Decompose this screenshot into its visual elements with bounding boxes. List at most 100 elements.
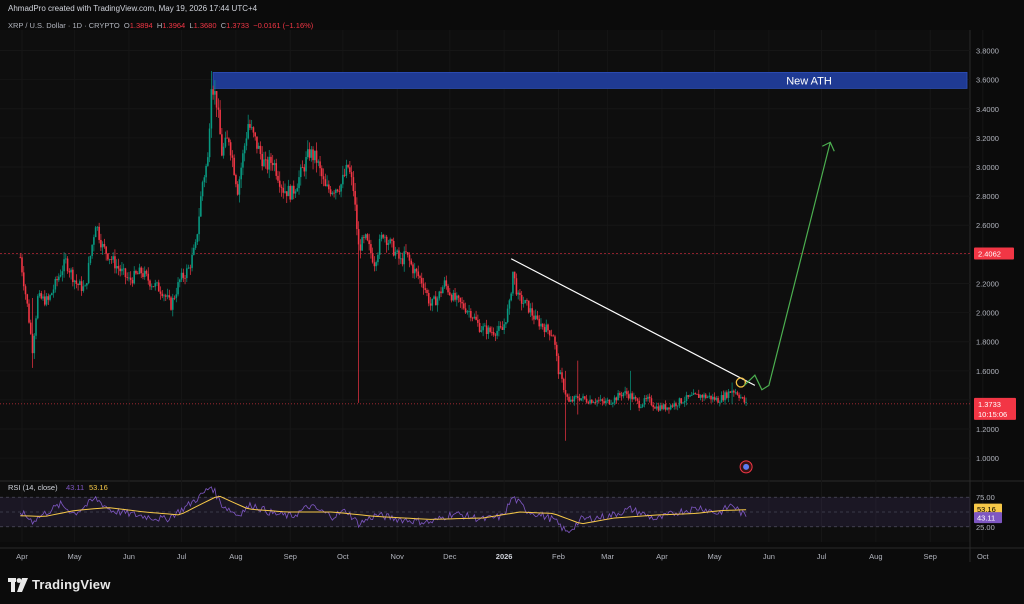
rsi-y-tick-label: 75.00 (976, 493, 995, 502)
candle-body (561, 372, 563, 379)
candle-body (115, 266, 118, 269)
candle-body (543, 327, 546, 333)
candle-body (366, 234, 369, 241)
candle-body (43, 296, 46, 305)
tradingview-logo[interactable]: TradingView (8, 577, 111, 592)
symbol-legend[interactable]: XRP / U.S. Dollar · 1D · CRYPTO O1.3894 … (8, 21, 313, 30)
candle-body (89, 255, 92, 263)
candle-body (612, 402, 614, 404)
candle-body (254, 132, 256, 137)
candle-body (631, 393, 633, 400)
candle-body (210, 89, 213, 129)
candle-body (205, 165, 207, 178)
candle-body (245, 138, 248, 146)
y-tick-label: 3.4000 (976, 105, 999, 114)
candle-body (517, 292, 519, 295)
y-tick-label: 3.6000 (976, 76, 999, 85)
candle-body (740, 397, 742, 399)
candle-body (575, 396, 577, 398)
candle-body (387, 243, 390, 245)
candle-body (275, 163, 278, 176)
candle-body (380, 234, 383, 239)
candle-body (585, 398, 588, 403)
candle-body (443, 280, 446, 288)
open-label: O (123, 21, 130, 30)
candle-body (108, 259, 111, 260)
candle-body (26, 294, 29, 304)
candle-body (285, 191, 288, 197)
candle-body (403, 251, 406, 265)
candle-body (715, 397, 718, 400)
attribution-text: AhmadPro created with TradingView.com, M… (8, 4, 258, 13)
candle-body (350, 172, 353, 178)
candle-body (249, 124, 251, 128)
candle-body (478, 322, 481, 332)
candle-body (638, 400, 640, 408)
candle-body (655, 406, 658, 409)
trendline[interactable] (510, 258, 756, 386)
x-tick-label: May (707, 552, 721, 561)
last-price-label: 1.3733 (978, 400, 1001, 409)
candle-body (228, 138, 230, 143)
candle-body (359, 244, 362, 251)
candle-body (662, 404, 665, 409)
candle-body (159, 291, 162, 294)
candle-body (207, 157, 209, 166)
candle-body (343, 174, 346, 176)
candle-body (652, 405, 654, 408)
projection-path[interactable] (743, 142, 831, 391)
candle-body (352, 177, 355, 192)
candle-body (156, 282, 158, 284)
candle-body (396, 250, 399, 252)
candle-body (550, 335, 553, 337)
candle-body (184, 277, 186, 279)
x-tick-label: Apr (656, 552, 668, 561)
candle-body (301, 167, 304, 169)
candle-body (429, 303, 432, 306)
open-value: 1.3894 (129, 21, 153, 30)
symbol-name[interactable]: XRP / U.S. Dollar · 1D · CRYPTO (8, 21, 120, 30)
candle-body (533, 315, 535, 320)
candle-body (193, 247, 195, 255)
price-pane[interactable] (0, 30, 970, 486)
candle-body (364, 234, 367, 238)
candle-body (682, 402, 684, 404)
candle-body (282, 187, 285, 193)
candle-body (471, 317, 474, 319)
breakout-circle[interactable] (735, 377, 746, 388)
candle-body (198, 216, 200, 235)
ath-zone-rectangle[interactable] (212, 71, 968, 89)
rsi-title: RSI (14, close) (8, 483, 58, 492)
candle-body (242, 153, 244, 168)
candle-body (536, 315, 539, 319)
candle-body (49, 295, 51, 300)
candle-body (384, 236, 386, 238)
candle-body (335, 189, 337, 194)
candle-body (98, 226, 100, 240)
candle-body (605, 400, 607, 404)
candle-body (28, 303, 30, 323)
candle-body (640, 406, 642, 408)
candle-body (406, 252, 409, 255)
candle-body (524, 300, 526, 304)
candle-body (38, 293, 41, 297)
candle-body (447, 285, 449, 293)
candle-body (326, 184, 328, 187)
candle-body (505, 322, 507, 325)
rsi-pane[interactable] (0, 482, 970, 542)
candle-body (128, 277, 130, 279)
candle-body (370, 244, 372, 254)
candle-body (110, 259, 113, 260)
candle-body (347, 164, 349, 168)
candle-body (683, 401, 686, 403)
candle-body (643, 398, 646, 405)
candle-body (354, 191, 356, 205)
candle-body (582, 396, 584, 399)
rsi-ma-badge (974, 503, 1002, 515)
ath-zone-label: New ATH (786, 75, 832, 87)
candle-body (461, 301, 463, 304)
x-tick-label: Feb (552, 552, 565, 561)
candle-body (410, 260, 413, 265)
candle-body (229, 142, 232, 156)
